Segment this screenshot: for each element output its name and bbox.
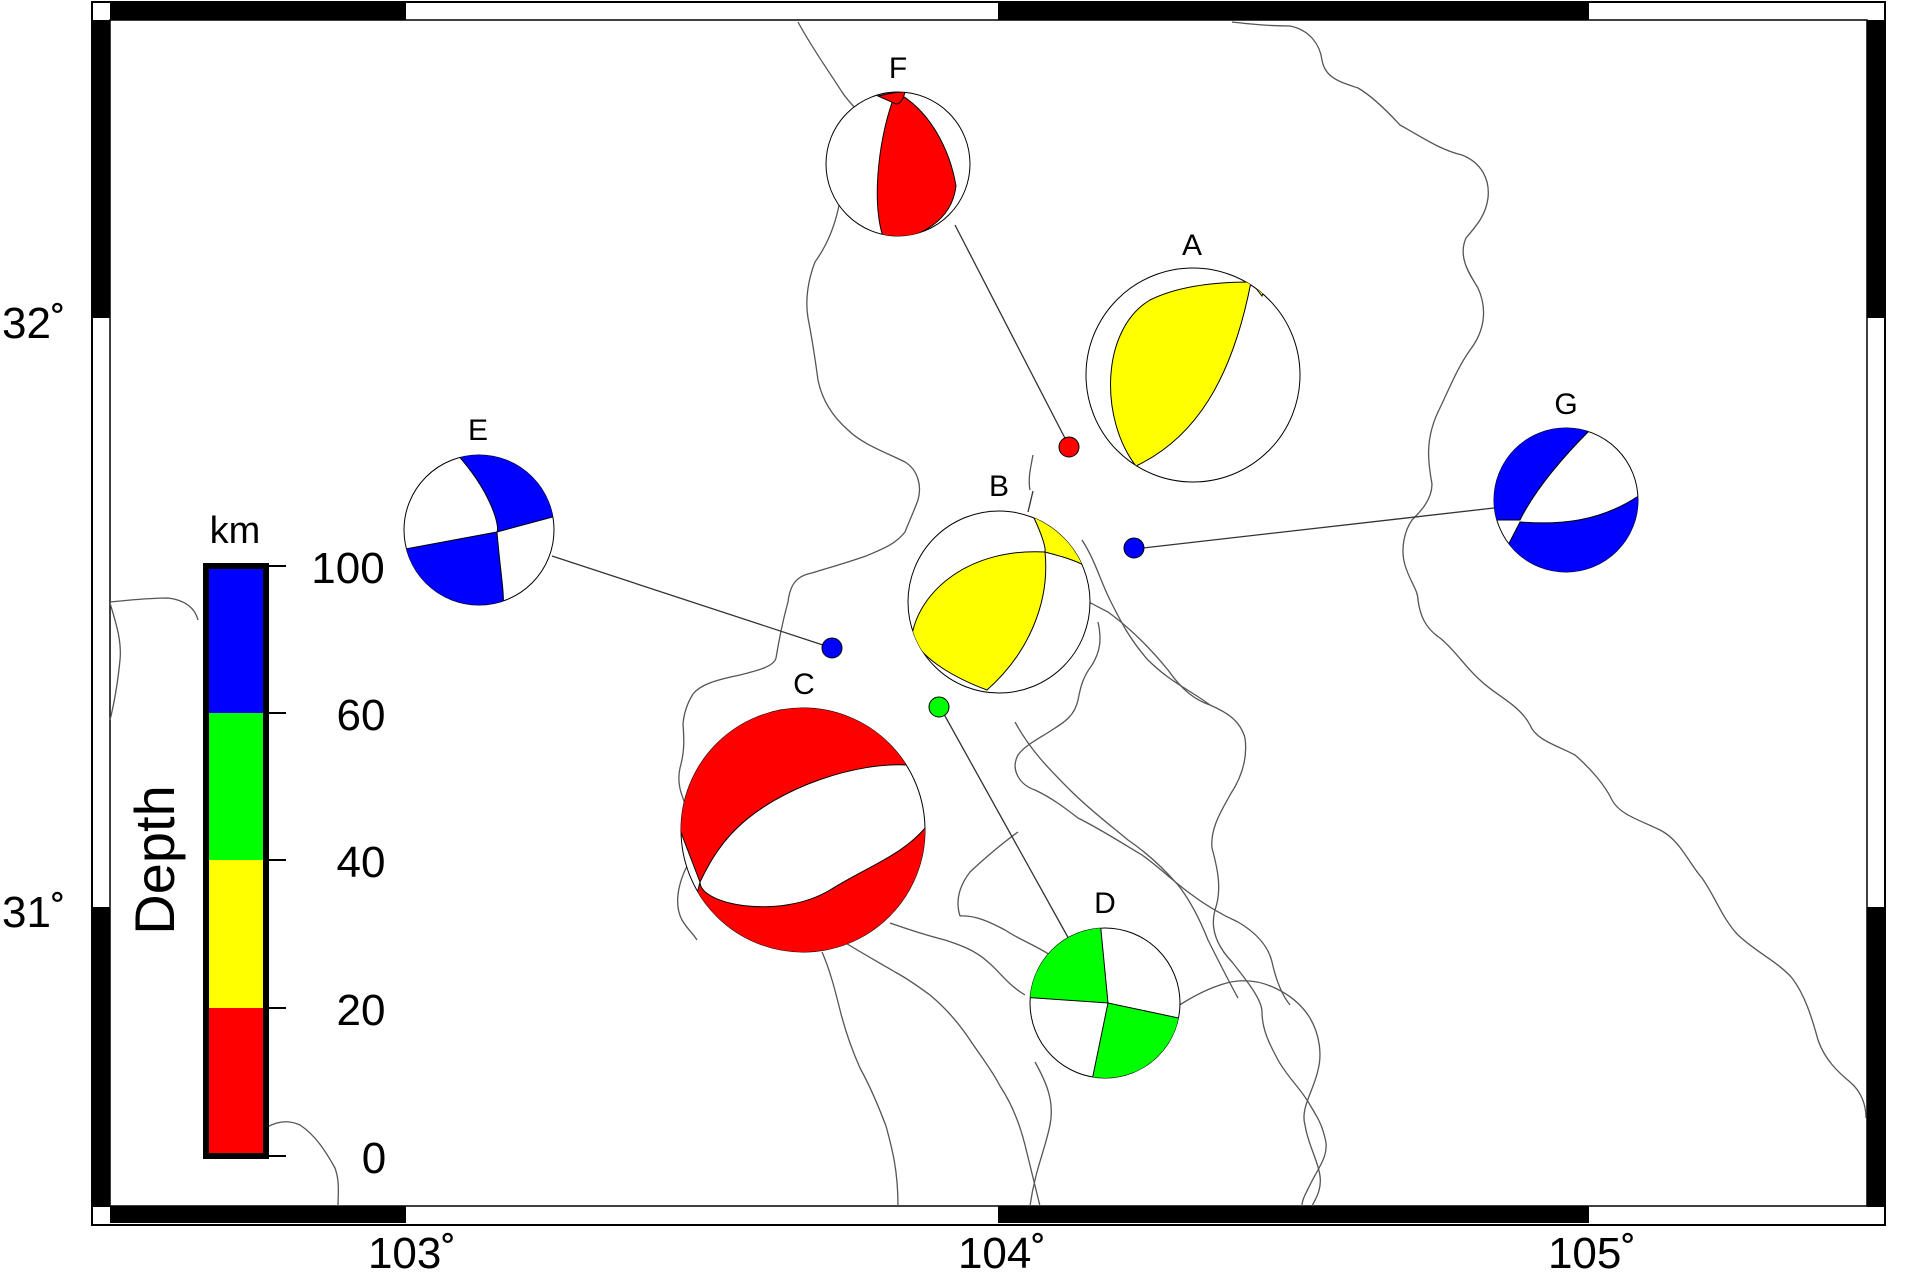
beachball-d[interactable]: D: [1020, 887, 1188, 1090]
beachball-e[interactable]: E: [400, 414, 560, 610]
colorbar-tick-label: 60: [337, 691, 386, 740]
colorbar-tick-label: 100: [311, 544, 384, 593]
colorbar-tick-label: 0: [362, 1134, 386, 1183]
connector-lines: [551, 224, 1495, 942]
colorbar-title: Depth: [123, 785, 186, 934]
epicenter-dot: [928, 696, 950, 718]
beachball-b[interactable]: B: [907, 470, 1091, 694]
connector-e: [551, 555, 833, 649]
axis-labels: 103˚ 104˚ 105˚ 32˚ 31˚: [2, 299, 1636, 1278]
longitude-tick-label: 103˚: [368, 1229, 456, 1278]
epicenters: [821, 436, 1145, 718]
connector-d: [939, 706, 1071, 942]
beachball-f[interactable]: F: [825, 52, 971, 240]
event-label: F: [889, 52, 907, 85]
epicenter-dot: [821, 637, 843, 659]
epicenter-dot: [1058, 436, 1080, 458]
beachball-c[interactable]: C: [680, 668, 940, 960]
colorbar-tick-label: 40: [337, 838, 386, 887]
boundary-lines: [109, 21, 1867, 1207]
colorbar-tick-label: 20: [337, 986, 386, 1035]
event-label: C: [793, 668, 815, 701]
event-label: D: [1094, 887, 1116, 920]
depth-colorbar: 100 60 40 20 0 km Depth: [123, 510, 386, 1183]
epicenter-dot: [1123, 537, 1145, 559]
event-label: B: [989, 470, 1009, 503]
latitude-tick-label: 32˚: [2, 299, 66, 348]
colorbar-unit: km: [210, 510, 261, 552]
event-label: G: [1554, 388, 1577, 421]
latitude-tick-label: 31˚: [2, 888, 66, 937]
longitude-tick-label: 105˚: [1548, 1229, 1636, 1278]
connector-g: [1133, 507, 1495, 550]
event-label: E: [468, 414, 488, 447]
event-label: A: [1182, 229, 1202, 262]
longitude-tick-label: 104˚: [958, 1229, 1046, 1278]
connector-a: [954, 224, 1070, 447]
